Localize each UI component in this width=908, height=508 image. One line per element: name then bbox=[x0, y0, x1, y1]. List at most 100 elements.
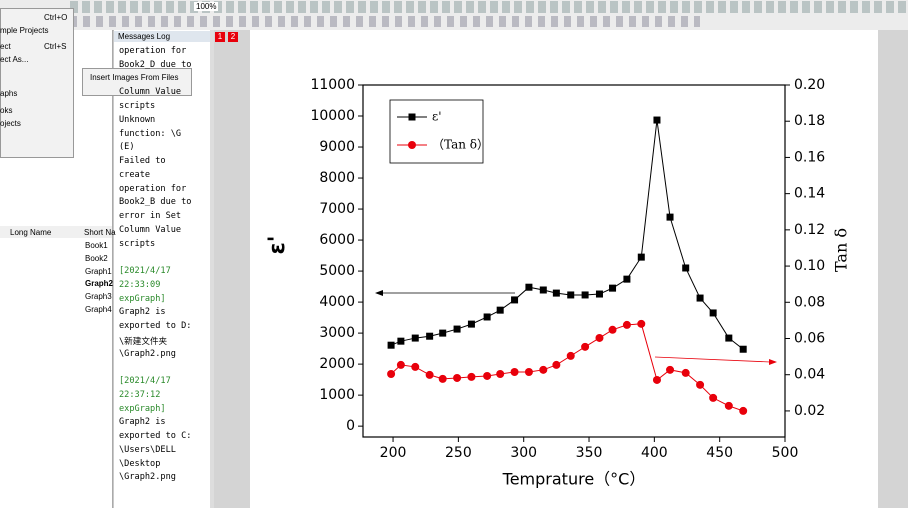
marker bbox=[709, 393, 718, 402]
chart: 200 250 300 350 400 450 5000100020003000400050… bbox=[265, 77, 851, 489]
x-tick-label: 500 bbox=[772, 445, 799, 461]
legend-box bbox=[389, 99, 484, 164]
menu-item[interactable]: mple Projects bbox=[0, 26, 49, 35]
log-line: function: \G bbox=[119, 128, 182, 139]
explorer-item[interactable]: Graph3 bbox=[85, 292, 112, 302]
legend-label: （Tan δ） bbox=[432, 138, 489, 152]
explorer-header bbox=[0, 226, 112, 238]
log-line: Graph2 is bbox=[119, 307, 166, 318]
marker bbox=[623, 275, 631, 283]
submenu-item[interactable]: Insert Images From Files bbox=[90, 73, 179, 82]
marker bbox=[622, 320, 631, 329]
y-tick-label: 2000 bbox=[319, 356, 355, 372]
legend-label: ε' bbox=[432, 110, 442, 124]
log-line: \Graph2.png bbox=[119, 348, 176, 359]
y2-tick-label: 0.20 bbox=[794, 77, 825, 93]
menu-shortcut[interactable]: Ctrl+O bbox=[44, 13, 68, 22]
plot-frame bbox=[362, 84, 786, 438]
log-line: operation for bbox=[119, 183, 187, 194]
explorer-item[interactable]: Graph4 bbox=[85, 305, 112, 314]
layer-button[interactable]: 2 bbox=[228, 32, 238, 42]
y-tick-label: 11000 bbox=[310, 77, 355, 93]
zoom-level[interactable]: 100% bbox=[194, 2, 219, 11]
marker bbox=[653, 116, 661, 124]
column-header: Short Na bbox=[84, 228, 116, 237]
marker bbox=[387, 369, 396, 378]
marker bbox=[595, 333, 604, 342]
y2-tick-label: 0.02 bbox=[794, 403, 825, 419]
marker bbox=[510, 367, 519, 376]
menu-item[interactable]: ect bbox=[0, 42, 11, 51]
x-tick-label: 250 bbox=[445, 445, 472, 461]
y-tick-label: 7000 bbox=[319, 201, 355, 217]
explorer-item[interactable]: Book2 bbox=[85, 253, 108, 263]
marker bbox=[539, 365, 548, 374]
marker bbox=[566, 351, 575, 360]
marker bbox=[637, 253, 645, 261]
marker bbox=[608, 325, 617, 334]
marker bbox=[696, 294, 704, 302]
explorer-item[interactable]: Graph1 bbox=[85, 266, 112, 276]
menu-item[interactable]: ect As... bbox=[0, 55, 29, 64]
x-tick-label: 200 bbox=[380, 445, 407, 461]
explorer-item[interactable]: Graph2 bbox=[85, 279, 114, 289]
marker bbox=[552, 360, 561, 369]
log-header: [2021/4/17 bbox=[119, 266, 171, 276]
y2-tick-label: 0.10 bbox=[794, 258, 825, 274]
marker bbox=[681, 368, 690, 377]
marker bbox=[567, 291, 575, 299]
explorer-item[interactable]: Book1 bbox=[85, 241, 108, 250]
marker bbox=[411, 334, 419, 342]
log-line: exported to C: bbox=[119, 431, 192, 441]
menu-shortcut[interactable]: Ctrl+S bbox=[44, 42, 67, 51]
marker bbox=[637, 319, 646, 328]
log-line: Column Value bbox=[119, 87, 182, 98]
marker bbox=[682, 264, 690, 272]
menu-item[interactable]: oks bbox=[0, 106, 13, 115]
marker bbox=[496, 306, 504, 314]
marker bbox=[552, 289, 560, 297]
marker bbox=[439, 329, 447, 337]
log-header: expGraph] bbox=[119, 293, 166, 304]
messages-title: Messages Log bbox=[118, 32, 171, 41]
marker bbox=[725, 334, 733, 342]
marker bbox=[709, 309, 717, 317]
log-line: Failed to bbox=[119, 156, 166, 166]
log-line: \Users\DELL bbox=[119, 444, 176, 455]
layer-button[interactable]: 1 bbox=[215, 32, 225, 42]
toolbar-row bbox=[70, 16, 700, 27]
marker bbox=[581, 342, 590, 351]
messages-titlebar bbox=[114, 31, 210, 42]
log-line: error in Set bbox=[119, 211, 182, 221]
log-line: \Graph2.png bbox=[119, 472, 176, 483]
menu-item[interactable]: aphs bbox=[0, 89, 18, 98]
marker bbox=[666, 365, 675, 374]
y-tick-label: 8000 bbox=[319, 170, 355, 186]
menu-item[interactable]: ojects bbox=[0, 119, 21, 128]
marker bbox=[397, 337, 405, 345]
marker bbox=[453, 373, 462, 382]
marker bbox=[496, 369, 505, 378]
marker bbox=[483, 313, 491, 321]
y2-tick-label: 0.18 bbox=[794, 113, 825, 129]
log-line: scripts bbox=[119, 101, 156, 111]
marker bbox=[525, 283, 533, 291]
y-tick-label: 10000 bbox=[310, 108, 355, 124]
log-line: Unknown bbox=[119, 114, 156, 125]
toolbar: 100% bbox=[0, 0, 908, 31]
y-tick-label: 4000 bbox=[319, 294, 355, 310]
x-axis-title: Temprature（°C） bbox=[502, 470, 646, 489]
log-line: create bbox=[119, 169, 151, 180]
series-line bbox=[390, 323, 744, 412]
marker bbox=[595, 290, 603, 298]
marker bbox=[739, 345, 747, 353]
log-header: 22:33:09 bbox=[119, 279, 161, 290]
marker bbox=[539, 286, 547, 294]
marker bbox=[666, 213, 674, 221]
marker bbox=[524, 367, 533, 376]
x-tick-label: 350 bbox=[576, 445, 603, 461]
marker bbox=[426, 332, 434, 340]
y-tick-label: 3000 bbox=[319, 325, 355, 341]
